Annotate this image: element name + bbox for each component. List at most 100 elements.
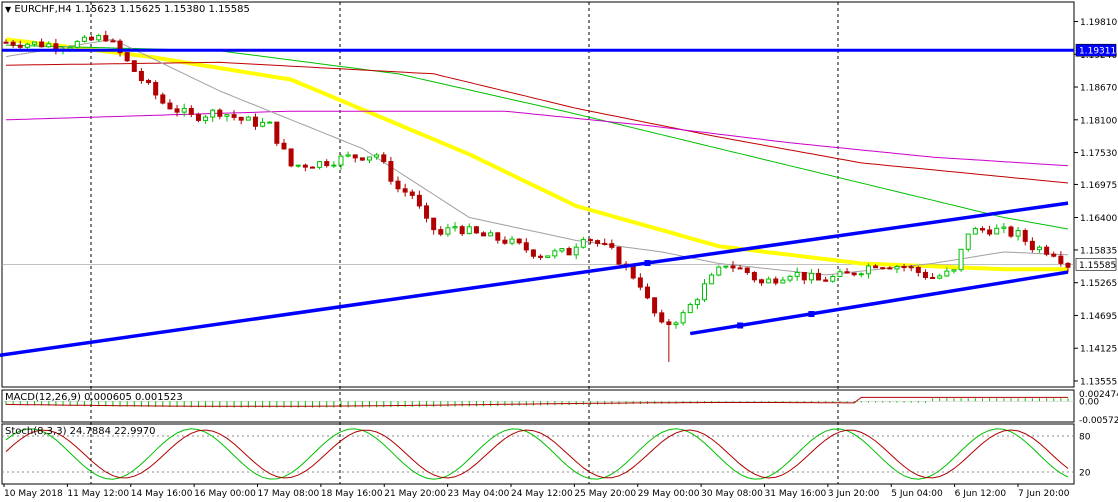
last-price-tag-box	[1075, 258, 1117, 271]
bear-candle	[217, 109, 223, 117]
bear-candle	[502, 239, 508, 244]
bull-candle	[573, 246, 579, 256]
bull-candle	[944, 270, 950, 277]
bear-candle	[10, 41, 16, 46]
last-price-tag: 1.15585	[1079, 261, 1116, 271]
bull-candle	[345, 154, 351, 157]
stoch-k-line	[5, 428, 1069, 480]
time-tick-label: 6 Jun 12:00	[955, 489, 1007, 499]
bear-candle	[131, 60, 137, 72]
bear-candle	[309, 166, 315, 169]
stoch-tick-label: 80	[1079, 433, 1091, 443]
bear-candle	[431, 217, 437, 231]
bear-candle	[110, 40, 116, 43]
price-tick-label: 1.15835	[1080, 246, 1117, 256]
bear-candle	[53, 43, 59, 50]
trend-lines	[0, 48, 1074, 358]
time-tick-label: 23 May 04:00	[448, 489, 510, 499]
bull-candle	[210, 109, 216, 118]
time-tick-label: 30 May 08:00	[701, 489, 763, 499]
price-tick-label: 1.14695	[1080, 312, 1117, 322]
bull-candle	[723, 265, 729, 268]
bull-candle	[466, 226, 472, 235]
bull-candle	[716, 266, 722, 276]
main-panel-frame	[1, 1, 1075, 388]
moving-averages	[5, 37, 1069, 276]
bull-candle	[958, 248, 964, 271]
bear-candle	[188, 107, 194, 115]
price-tick-label: 1.14125	[1080, 345, 1117, 355]
bull-candle	[687, 303, 693, 314]
bear-candle	[1044, 246, 1050, 255]
bear-candle	[281, 142, 287, 150]
time-tick-label: 10 May 2018	[4, 489, 63, 499]
bear-candle	[751, 271, 757, 281]
bear-candle	[381, 154, 387, 163]
candles	[3, 30, 1071, 362]
bull-candle	[673, 322, 679, 326]
bear-candle	[979, 228, 985, 231]
bear-candle	[416, 194, 422, 207]
bear-candle	[324, 161, 330, 167]
moving-average-green	[5, 44, 1069, 230]
bull-candle	[694, 299, 700, 305]
bull-candle	[794, 271, 800, 277]
time-tick-label: 3 Jun 20:00	[828, 489, 880, 499]
bear-candle	[153, 82, 159, 96]
trend-anchor	[737, 322, 744, 329]
ohlc-values: 1.15623 1.15625 1.15380 1.15585	[74, 4, 250, 15]
bear-candle	[801, 271, 807, 281]
bear-candle	[987, 229, 993, 235]
bear-candle	[481, 232, 487, 237]
bear-candle	[1058, 255, 1064, 264]
bear-candle	[873, 265, 879, 269]
bull-candle	[830, 275, 836, 282]
collapse-triangle-icon[interactable]: ▼	[5, 5, 12, 14]
macd-panel-frame	[1, 389, 1075, 423]
bull-candle	[545, 255, 551, 258]
macd-signal-line	[5, 396, 1068, 407]
bear-candle	[644, 286, 650, 299]
macd-title: MACD(12,26,9) 0.000605 0.001523	[5, 392, 183, 403]
bear-candle	[402, 188, 408, 193]
price-tick-label: 1.18100	[1080, 116, 1117, 126]
stoch-panel-frame	[1, 423, 1075, 485]
bull-candle	[994, 227, 1000, 235]
bear-candle	[17, 44, 23, 48]
time-tick-label: 11 May 12:00	[67, 489, 129, 499]
bull-candle	[331, 164, 337, 167]
bear-candle	[530, 249, 536, 257]
bull-candle	[181, 107, 187, 113]
trend-anchor	[808, 311, 815, 318]
bull-candle	[559, 248, 565, 252]
bear-candle	[195, 113, 201, 121]
bull-candle	[96, 35, 102, 41]
moving-average-red	[5, 61, 1069, 184]
time-axis: 10 May 2018 11 May 12:00 14 May 16:00 16 Ma…	[3, 484, 1070, 499]
time-tick-label: 24 May 12:00	[511, 489, 573, 499]
bear-candle	[1022, 230, 1028, 242]
trend-anchor	[644, 260, 651, 267]
grid-lines	[2, 2, 1074, 484]
bull-candle	[81, 36, 87, 42]
bull-candle	[680, 312, 686, 324]
price-tick-label: 1.16975	[1080, 181, 1117, 191]
bull-candle	[701, 283, 707, 301]
bull-candle	[224, 114, 230, 117]
bull-candle	[1001, 226, 1007, 229]
price-tick-label: 1.17530	[1080, 149, 1117, 159]
bear-candle	[851, 272, 857, 276]
bear-candle	[901, 266, 907, 269]
price-tick-label: 1.15265	[1080, 279, 1117, 289]
bull-candle	[338, 155, 344, 166]
stochastic-title: Stoch(8,3,3) 24.7884 22.9970	[5, 426, 156, 437]
bear-candle	[915, 266, 921, 273]
chart-header: ▼ EURCHF,H4 1.15623 1.15625 1.15380 1.15…	[5, 4, 250, 15]
bear-candle	[167, 102, 173, 110]
bull-candle	[367, 156, 373, 161]
resistance-price-tag-box	[1075, 43, 1117, 57]
bear-candle	[495, 232, 501, 241]
time-tick-label: 7 Jun 20:00	[1018, 489, 1070, 499]
chart-frames	[1, 1, 1075, 485]
